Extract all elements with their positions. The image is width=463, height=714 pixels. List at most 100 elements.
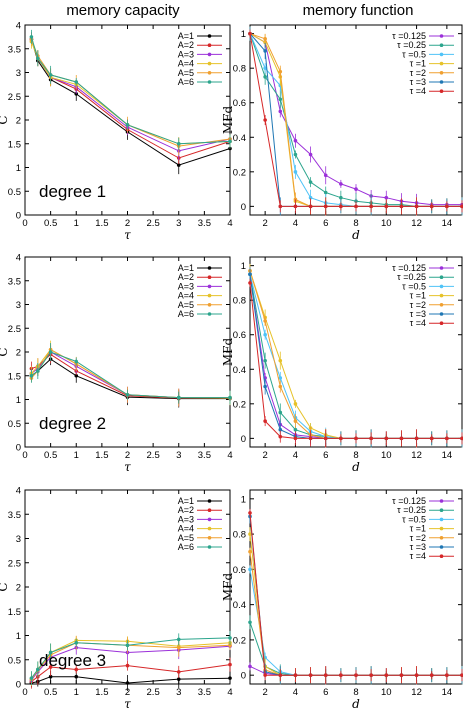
data-point <box>228 146 232 151</box>
legend-marker <box>207 266 212 270</box>
y-tick-label: 0 <box>16 211 21 222</box>
data-point <box>125 122 130 127</box>
legend-label: A=6 <box>178 309 194 319</box>
series-mf1-6 <box>248 29 463 216</box>
legend-marker <box>207 508 212 512</box>
panel-annotation: degree 1 <box>39 182 106 201</box>
data-point <box>323 190 328 195</box>
data-point <box>48 674 53 679</box>
data-point <box>369 436 373 441</box>
data-point <box>414 436 419 441</box>
data-point <box>248 281 252 285</box>
y-tick-label: 0.5 <box>8 419 21 430</box>
series-line <box>31 351 230 399</box>
legend-marker <box>207 61 212 66</box>
legend-marker <box>207 43 212 47</box>
data-point <box>308 152 313 157</box>
legend-marker <box>207 293 212 298</box>
x-tick-label: 2 <box>262 450 267 461</box>
y-axis-label: C <box>0 115 10 124</box>
data-point <box>29 373 34 378</box>
data-point <box>293 204 298 209</box>
panel-mc3: 00.511.522.533.5400.511.522.533.54τCA=1A… <box>0 486 233 712</box>
x-tick-label: 3 <box>176 218 181 229</box>
series-line <box>249 33 462 207</box>
x-tick-label: 4 <box>293 218 298 229</box>
x-tick-label: 0.5 <box>44 687 57 698</box>
legend-label: A=1 <box>178 496 194 506</box>
x-tick-label: 2 <box>262 687 267 698</box>
legend-label: A=6 <box>178 77 194 87</box>
legend-marker <box>439 536 444 540</box>
series-line <box>249 516 462 676</box>
legend-label: A=5 <box>178 68 194 78</box>
data-point <box>278 410 283 415</box>
data-point <box>263 384 267 389</box>
y-tick-label: 0.4 <box>233 365 246 376</box>
x-tick-label: 3 <box>176 450 181 461</box>
x-tick-label: 1.5 <box>95 450 108 461</box>
legend-label: τ =1 <box>410 59 426 69</box>
data-point <box>74 667 79 672</box>
y-tick-label: 0.2 <box>233 167 246 178</box>
x-tick-label: 10 <box>381 687 392 698</box>
data-point <box>48 650 53 655</box>
data-point <box>176 637 181 642</box>
legend-marker <box>207 526 212 531</box>
series-line <box>31 358 230 400</box>
data-point <box>384 436 389 441</box>
data-point <box>248 567 252 572</box>
x-tick-label: 8 <box>353 687 358 698</box>
series-mc2-5 <box>29 343 232 405</box>
legend-marker <box>439 52 444 57</box>
data-point <box>339 204 343 209</box>
data-point <box>263 332 267 337</box>
legend-label: τ =0.25 <box>397 272 426 282</box>
legend-marker <box>439 545 444 549</box>
data-point <box>263 49 267 53</box>
x-axis-label: τ <box>124 460 131 474</box>
data-point <box>278 434 283 439</box>
series-mc1-0 <box>29 35 232 175</box>
y-tick-label: 3.5 <box>8 276 21 287</box>
y-axis-label: MFd <box>221 573 235 602</box>
x-tick-label: 6 <box>323 687 328 698</box>
legend-label: τ =2 <box>410 533 426 543</box>
series-line <box>249 33 462 207</box>
legend-label: τ =4 <box>410 551 426 561</box>
y-tick-label: 0 <box>16 443 21 454</box>
data-point <box>125 392 130 397</box>
data-point <box>278 673 283 677</box>
data-point <box>263 37 267 41</box>
y-tick-label: 0.4 <box>233 600 246 611</box>
data-point <box>460 204 463 209</box>
legend-marker <box>207 80 212 84</box>
data-point <box>228 676 232 680</box>
legend-marker <box>439 517 444 522</box>
x-tick-label: 1 <box>74 218 79 229</box>
series-mf3-6 <box>248 508 463 685</box>
legend-label: τ =2 <box>410 300 426 310</box>
y-tick-label: 0.6 <box>233 330 246 341</box>
legend-label: A=4 <box>178 524 194 534</box>
x-axis-label: d <box>352 460 360 474</box>
x-axis-label: d <box>352 228 360 242</box>
y-tick-label: 2 <box>16 348 21 359</box>
data-point <box>429 204 434 209</box>
series-mf3-5 <box>248 509 463 685</box>
legend-marker <box>439 71 444 75</box>
data-point <box>248 664 252 669</box>
data-point <box>248 549 252 554</box>
data-point <box>308 204 313 209</box>
data-point <box>399 204 404 209</box>
panel-mc2: 00.511.522.533.5400.511.522.533.54τCA=1A… <box>0 253 233 475</box>
x-tick-label: 14 <box>442 450 453 461</box>
data-point <box>293 170 298 174</box>
data-point <box>248 511 252 515</box>
legend-label: τ =0.125 <box>392 496 426 506</box>
data-point <box>339 436 343 441</box>
series-mf3-3 <box>248 527 463 685</box>
x-tick-label: 2.5 <box>147 218 160 229</box>
data-point <box>293 419 298 423</box>
legend-marker <box>207 284 212 289</box>
